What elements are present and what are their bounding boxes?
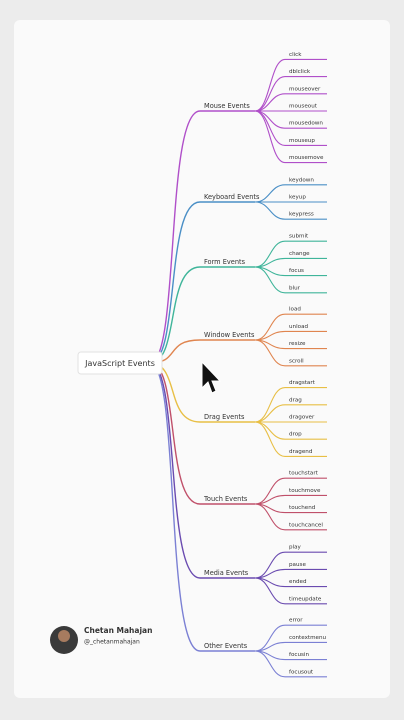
branch-label: Drag Events (204, 413, 245, 421)
child-link (254, 551, 327, 579)
child-link (254, 93, 327, 112)
child-label: focus (289, 268, 304, 274)
cursor (201, 360, 222, 394)
child-label: mouseout (289, 104, 318, 110)
child-link (254, 257, 327, 268)
child-label: ended (289, 579, 307, 585)
author-name: Chetan Mahajan (84, 626, 152, 635)
child-link (254, 313, 327, 341)
child-label: mousedown (289, 121, 323, 127)
branch-link (149, 362, 255, 652)
child-label: click (289, 52, 302, 58)
child-link (254, 568, 327, 579)
child-link (254, 624, 327, 652)
child-label: blur (289, 285, 301, 291)
child-link (254, 477, 327, 505)
child-label: keydown (289, 177, 314, 183)
child-link (254, 58, 327, 112)
child-label: focusin (289, 652, 309, 658)
child-link (254, 330, 327, 341)
child-label: submit (289, 234, 309, 240)
child-link (254, 421, 327, 457)
child-label: error (289, 618, 303, 624)
avatar-face (58, 630, 70, 642)
child-link (254, 201, 327, 220)
child-label: mousemove (289, 155, 324, 161)
child-link (254, 503, 327, 531)
child-label: change (289, 251, 310, 257)
labels: Mouse Events click dblclick mouseover mouseo… (203, 52, 327, 675)
root-label: JavaScript Events (84, 359, 155, 368)
child-label: touchend (289, 505, 316, 511)
child-label: scroll (289, 358, 304, 364)
links (149, 58, 327, 678)
root-node (77, 351, 163, 375)
child-link (254, 404, 327, 423)
child-label: keyup (289, 195, 306, 201)
branch-label: Form Events (204, 258, 246, 266)
child-link (254, 650, 327, 678)
child-link (254, 577, 327, 605)
branch-label: Mouse Events (204, 102, 250, 110)
child-label: touchcancel (289, 522, 323, 528)
child-label: mouseover (289, 86, 321, 92)
child-link (254, 184, 327, 203)
child-label: contextmenu (289, 635, 327, 641)
child-label: mouseup (289, 138, 315, 144)
child-link (254, 110, 327, 164)
child-label: dragend (289, 449, 313, 455)
branch-label: Touch Events (203, 495, 248, 503)
child-link (254, 240, 327, 268)
child-label: pause (289, 562, 306, 568)
child-link (254, 387, 327, 423)
child-link (254, 76, 327, 112)
child-label: drag (289, 397, 302, 403)
child-label: load (289, 307, 301, 313)
child-label: drop (289, 432, 302, 438)
child-link (254, 266, 327, 294)
child-label: timeupdate (289, 596, 322, 602)
branch-label: Other Events (204, 642, 248, 650)
child-label: play (289, 545, 302, 551)
child-label: dragstart (289, 380, 316, 386)
child-link (254, 641, 327, 652)
child-label: resize (289, 341, 306, 347)
child-label: touchmove (289, 488, 321, 494)
child-label: dragover (289, 415, 315, 421)
child-label: touchstart (289, 471, 319, 477)
canvas (14, 20, 390, 698)
child-link (254, 339, 327, 367)
child-label: keypress (289, 212, 314, 218)
child-label: focusout (289, 669, 314, 675)
branch-link (149, 110, 255, 364)
author-handle: @_chetanmahajan (84, 639, 140, 646)
branch-label: Window Events (204, 331, 255, 339)
branch-label: Media Events (204, 569, 249, 577)
branch-label: Keyboard Events (204, 193, 260, 201)
child-label: unload (289, 324, 308, 330)
child-label: dblclick (289, 69, 311, 75)
child-link (254, 494, 327, 505)
